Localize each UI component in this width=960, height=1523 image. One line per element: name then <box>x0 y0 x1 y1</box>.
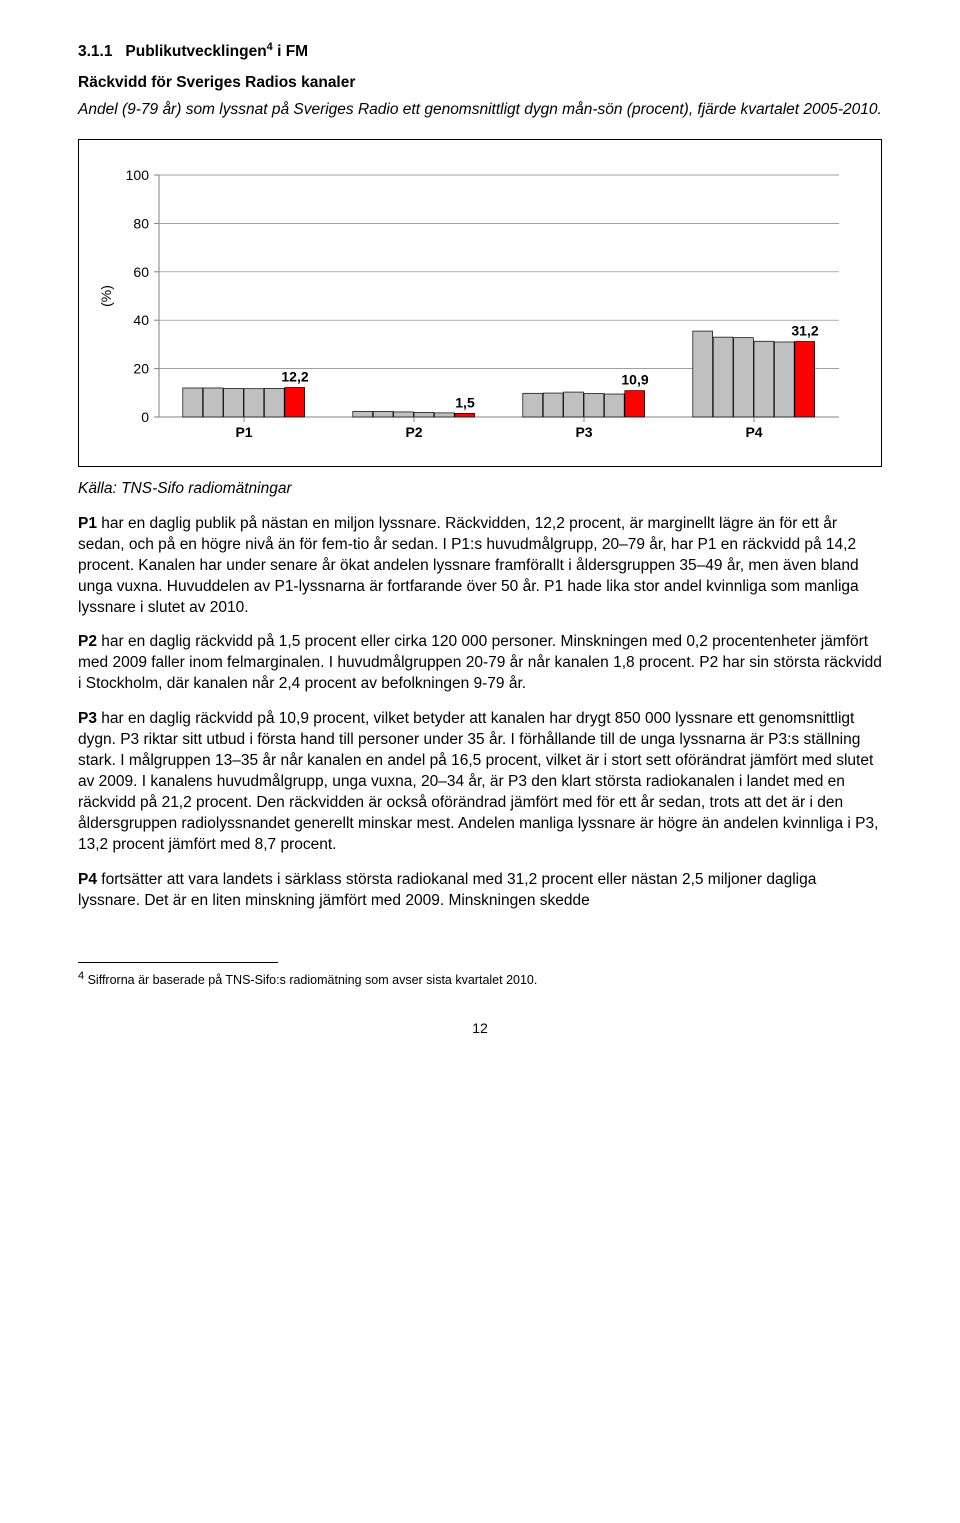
intro-text: Andel (9-79 år) som lyssnat på Sveriges … <box>78 100 882 121</box>
section-heading: 3.1.1 Publikutvecklingen4 i FM <box>78 40 882 63</box>
paragraph-p4: P4 fortsätter att vara landets i särklas… <box>78 870 882 912</box>
p4-lead: P4 <box>78 871 97 888</box>
section-title-prefix: Publikutvecklingen <box>125 43 266 60</box>
svg-text:31,2: 31,2 <box>791 322 818 338</box>
section-title-suffix: i FM <box>273 43 308 60</box>
p3-lead: P3 <box>78 710 97 727</box>
svg-text:P1: P1 <box>235 424 252 440</box>
svg-text:(%): (%) <box>98 285 114 307</box>
bar-chart: 0 20 40 60 80 100 (%) 12,2 P1 1,5 P2 10,9 P3 31,2 P4 <box>89 170 849 445</box>
p1-lead: P1 <box>78 515 97 532</box>
svg-text:100: 100 <box>126 170 150 183</box>
footnote-text: Siffrorna är baserade på TNS-Sifo:s radi… <box>84 973 537 987</box>
page-number: 12 <box>78 1019 882 1038</box>
paragraph-p1: P1 har en daglig publik på nästan en mil… <box>78 514 882 619</box>
svg-text:0: 0 <box>141 409 149 425</box>
paragraph-p2: P2 har en daglig räckvidd på 1,5 procent… <box>78 632 882 695</box>
svg-text:10,9: 10,9 <box>621 372 648 388</box>
svg-text:P3: P3 <box>575 424 592 440</box>
svg-text:1,5: 1,5 <box>455 394 475 410</box>
p2-body: har en daglig räckvidd på 1,5 procent el… <box>78 633 882 692</box>
footnote: 4 Siffrorna är baserade på TNS-Sifo:s ra… <box>78 969 882 990</box>
chart-source: Källa: TNS-Sifo radiomätningar <box>78 479 882 500</box>
svg-text:20: 20 <box>133 361 149 377</box>
svg-text:P4: P4 <box>745 424 762 440</box>
paragraph-p3: P3 har en daglig räckvidd på 10,9 procen… <box>78 709 882 855</box>
svg-text:40: 40 <box>133 312 149 328</box>
sub-heading: Räckvidd för Sveriges Radios kanaler <box>78 73 882 94</box>
svg-text:60: 60 <box>133 264 149 280</box>
section-number: 3.1.1 <box>78 43 112 60</box>
svg-text:P2: P2 <box>405 424 422 440</box>
p2-lead: P2 <box>78 633 97 650</box>
p1-body: har en daglig publik på nästan en miljon… <box>78 515 859 616</box>
svg-text:12,2: 12,2 <box>281 368 308 384</box>
chart-container: 0 20 40 60 80 100 (%) 12,2 P1 1,5 P2 10,9 P3 31,2 P4 <box>78 139 882 467</box>
footnote-separator <box>78 962 278 963</box>
svg-text:80: 80 <box>133 215 149 231</box>
p3-body: har en daglig räckvidd på 10,9 procent, … <box>78 710 878 853</box>
p4-body: fortsätter att vara landets i särklass s… <box>78 871 816 909</box>
